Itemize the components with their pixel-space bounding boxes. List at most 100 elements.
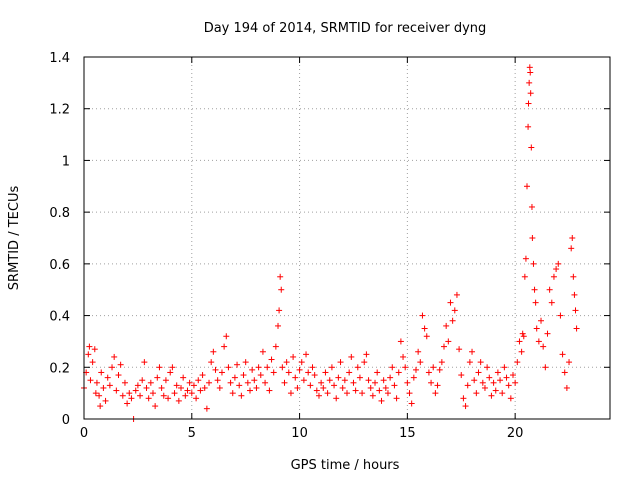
data-point <box>113 387 120 394</box>
y-tick-label: 0.2 <box>49 361 70 376</box>
data-point <box>499 390 506 397</box>
data-point <box>96 392 103 399</box>
data-point <box>278 286 285 293</box>
data-point <box>569 235 576 241</box>
data-point <box>264 364 271 371</box>
data-point <box>214 377 221 384</box>
data-point <box>139 377 146 384</box>
data-point <box>320 384 327 391</box>
data-point <box>363 351 370 358</box>
data-point <box>119 392 126 399</box>
data-point <box>410 374 417 381</box>
data-point <box>412 366 419 373</box>
grid-lines <box>84 57 610 419</box>
data-point <box>85 351 92 358</box>
data-point <box>300 377 307 384</box>
data-point <box>91 346 98 353</box>
data-point <box>109 364 116 371</box>
data-point <box>514 359 521 366</box>
data-point <box>400 353 407 360</box>
data-point <box>238 392 245 399</box>
data-point <box>525 100 532 107</box>
data-point <box>505 382 512 389</box>
data-point <box>339 384 346 391</box>
data-point <box>156 364 163 371</box>
data-point <box>188 390 195 397</box>
data-point <box>102 397 109 404</box>
data-point <box>479 379 486 386</box>
data-point <box>276 307 283 314</box>
data-point <box>305 369 312 376</box>
data-point <box>458 372 465 379</box>
data-point <box>481 384 488 391</box>
plot-frame <box>83 56 611 420</box>
data-point <box>538 317 545 324</box>
data-point <box>529 235 536 241</box>
data-point <box>285 369 292 376</box>
y-tick-label: 0 <box>62 413 70 428</box>
data-point <box>369 392 376 399</box>
x-axis-label: GPS time / hours <box>291 458 400 473</box>
data-point <box>501 364 508 371</box>
data-point <box>225 364 232 371</box>
data-point <box>417 359 424 366</box>
data-point <box>251 377 258 384</box>
data-point <box>326 377 333 384</box>
data-point <box>134 382 141 389</box>
data-point <box>434 382 441 389</box>
data-point <box>229 390 236 397</box>
data-point <box>546 286 553 293</box>
data-point <box>469 348 476 355</box>
data-point <box>203 405 210 412</box>
data-point <box>272 343 279 350</box>
y-tick-label: 1.4 <box>49 51 70 66</box>
data-point <box>359 390 366 397</box>
data-point <box>519 330 526 337</box>
data-point <box>503 374 510 381</box>
data-point <box>430 364 437 371</box>
data-point <box>328 364 335 371</box>
data-point <box>533 325 540 332</box>
data-point <box>281 379 288 386</box>
data-point <box>378 397 385 404</box>
data-point <box>374 369 381 376</box>
data-point <box>563 384 570 391</box>
data-point <box>419 312 426 319</box>
data-point <box>218 369 225 376</box>
data-point <box>270 369 277 376</box>
data-point <box>520 333 527 340</box>
data-point <box>162 377 169 384</box>
data-point <box>93 379 100 386</box>
data-point <box>445 338 452 345</box>
y-axis-label: SRMTID / TECUs <box>7 186 22 291</box>
data-point <box>535 338 542 345</box>
data-point <box>298 359 305 366</box>
data-point <box>121 379 128 386</box>
data-point <box>100 384 107 391</box>
data-point <box>367 384 374 391</box>
data-point <box>421 325 428 332</box>
data-points <box>81 64 580 422</box>
data-point <box>384 390 391 397</box>
data-point <box>391 382 398 389</box>
data-point <box>395 369 402 376</box>
data-point <box>521 273 528 280</box>
data-point <box>528 144 535 151</box>
data-point <box>313 387 320 394</box>
data-point <box>277 273 284 280</box>
data-point <box>408 400 415 407</box>
data-point <box>568 245 575 252</box>
data-point <box>227 379 234 386</box>
data-point <box>571 291 578 298</box>
data-point <box>234 361 241 368</box>
data-point <box>471 377 478 384</box>
data-point <box>555 260 562 267</box>
data-point <box>462 403 469 410</box>
data-point <box>425 369 432 376</box>
data-point <box>473 390 480 397</box>
data-point <box>255 364 262 371</box>
data-point <box>141 359 148 366</box>
data-point <box>259 348 266 355</box>
data-point <box>178 384 185 391</box>
